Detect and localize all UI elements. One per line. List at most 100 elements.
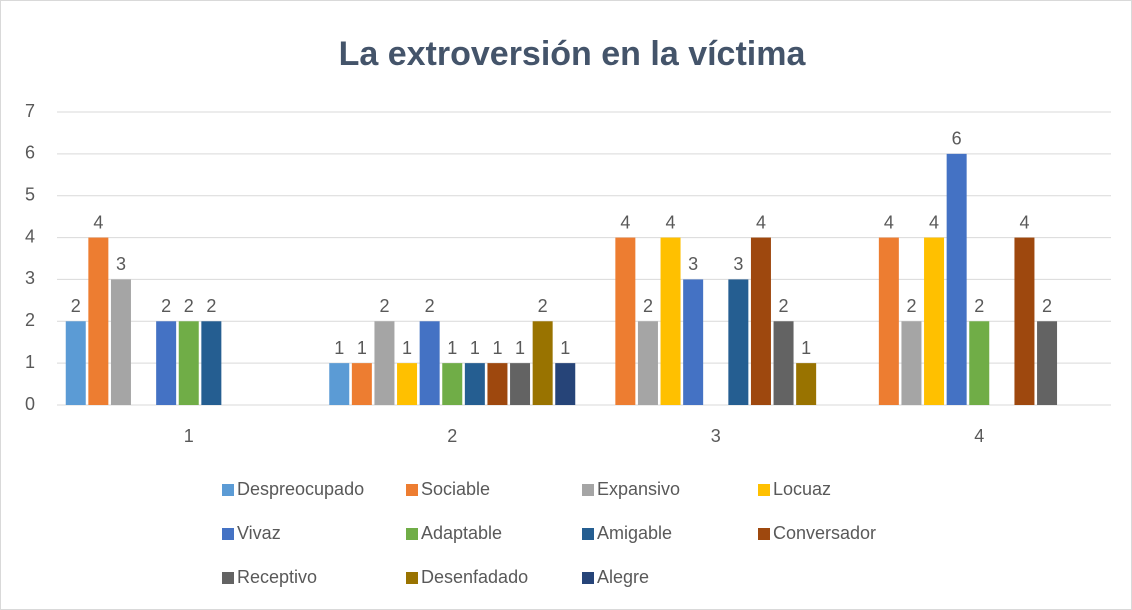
bar bbox=[156, 321, 177, 405]
legend-label: Despreocupado bbox=[237, 479, 364, 499]
bar bbox=[1037, 321, 1058, 405]
bar bbox=[510, 363, 531, 405]
x-tick-label: 2 bbox=[447, 426, 457, 446]
bar bbox=[615, 237, 636, 405]
bar bbox=[555, 363, 576, 405]
value-label: 1 bbox=[402, 338, 412, 358]
bar bbox=[487, 363, 508, 405]
bar bbox=[750, 237, 771, 405]
value-label: 2 bbox=[1042, 296, 1052, 316]
value-label: 6 bbox=[952, 129, 962, 149]
bar bbox=[351, 363, 372, 405]
bar bbox=[65, 321, 86, 405]
bar bbox=[660, 237, 681, 405]
value-label: 2 bbox=[206, 296, 216, 316]
bar bbox=[924, 237, 945, 405]
value-label: 1 bbox=[801, 338, 811, 358]
legend-swatch bbox=[582, 484, 594, 496]
bar bbox=[728, 279, 749, 405]
y-tick-label: 4 bbox=[25, 226, 35, 246]
bar bbox=[329, 363, 350, 405]
y-tick-label: 1 bbox=[25, 352, 35, 372]
legend-swatch bbox=[406, 528, 418, 540]
y-tick-label: 3 bbox=[25, 268, 35, 288]
value-label: 3 bbox=[688, 254, 698, 274]
bar bbox=[901, 321, 922, 405]
value-label: 2 bbox=[379, 296, 389, 316]
y-tick-label: 0 bbox=[25, 394, 35, 414]
value-label: 1 bbox=[357, 338, 367, 358]
legend-label: Adaptable bbox=[421, 523, 502, 543]
legend-swatch bbox=[222, 484, 234, 496]
chart-title: La extroversión en la víctima bbox=[339, 35, 807, 73]
bar bbox=[796, 363, 817, 405]
bar bbox=[1014, 237, 1035, 405]
value-label: 1 bbox=[515, 338, 525, 358]
bar bbox=[969, 321, 990, 405]
value-label: 2 bbox=[974, 296, 984, 316]
value-label: 4 bbox=[1019, 212, 1029, 232]
legend-label: Desenfadado bbox=[421, 567, 528, 587]
value-label: 2 bbox=[161, 296, 171, 316]
value-label: 1 bbox=[470, 338, 480, 358]
value-label: 1 bbox=[447, 338, 457, 358]
value-label: 1 bbox=[560, 338, 570, 358]
bar bbox=[178, 321, 199, 405]
bar bbox=[374, 321, 395, 405]
legend-swatch bbox=[406, 484, 418, 496]
bar bbox=[773, 321, 794, 405]
value-label: 4 bbox=[666, 212, 676, 232]
y-tick-label: 2 bbox=[25, 310, 35, 330]
bar bbox=[201, 321, 222, 405]
legend-label: Amigable bbox=[597, 523, 672, 543]
value-label: 2 bbox=[425, 296, 435, 316]
bar bbox=[397, 363, 418, 405]
value-label: 2 bbox=[779, 296, 789, 316]
bar bbox=[532, 321, 553, 405]
legend-label: Vivaz bbox=[237, 523, 281, 543]
bar bbox=[88, 237, 109, 405]
value-label: 4 bbox=[93, 212, 103, 232]
legend-swatch bbox=[758, 484, 770, 496]
value-label: 4 bbox=[929, 212, 939, 232]
legend-label: Expansivo bbox=[597, 479, 680, 499]
value-label: 1 bbox=[334, 338, 344, 358]
legend-swatch bbox=[758, 528, 770, 540]
x-tick-label: 4 bbox=[974, 426, 984, 446]
bar bbox=[419, 321, 440, 405]
legend-swatch bbox=[582, 572, 594, 584]
legend-swatch bbox=[406, 572, 418, 584]
bar bbox=[442, 363, 463, 405]
bar bbox=[110, 279, 131, 405]
x-tick-label: 3 bbox=[711, 426, 721, 446]
value-label: 4 bbox=[620, 212, 630, 232]
value-label: 2 bbox=[643, 296, 653, 316]
legend-swatch bbox=[222, 572, 234, 584]
bar bbox=[464, 363, 485, 405]
y-tick-label: 5 bbox=[25, 184, 35, 204]
value-label: 4 bbox=[756, 212, 766, 232]
y-tick-label: 6 bbox=[25, 143, 35, 163]
value-label: 2 bbox=[184, 296, 194, 316]
value-label: 1 bbox=[492, 338, 502, 358]
legend-swatch bbox=[582, 528, 594, 540]
legend-label: Alegre bbox=[597, 567, 649, 587]
bar bbox=[637, 321, 658, 405]
value-label: 2 bbox=[906, 296, 916, 316]
legend-swatch bbox=[222, 528, 234, 540]
legend-label: Conversador bbox=[773, 523, 876, 543]
value-label: 2 bbox=[538, 296, 548, 316]
legend-label: Receptivo bbox=[237, 567, 317, 587]
bar bbox=[878, 237, 899, 405]
legend-label: Locuaz bbox=[773, 479, 831, 499]
x-tick-label: 1 bbox=[184, 426, 194, 446]
value-label: 2 bbox=[71, 296, 81, 316]
bar bbox=[683, 279, 704, 405]
value-label: 4 bbox=[884, 212, 894, 232]
legend-label: Sociable bbox=[421, 479, 490, 499]
bar bbox=[946, 153, 967, 405]
value-label: 3 bbox=[733, 254, 743, 274]
value-label: 3 bbox=[116, 254, 126, 274]
y-tick-label: 7 bbox=[25, 101, 35, 121]
